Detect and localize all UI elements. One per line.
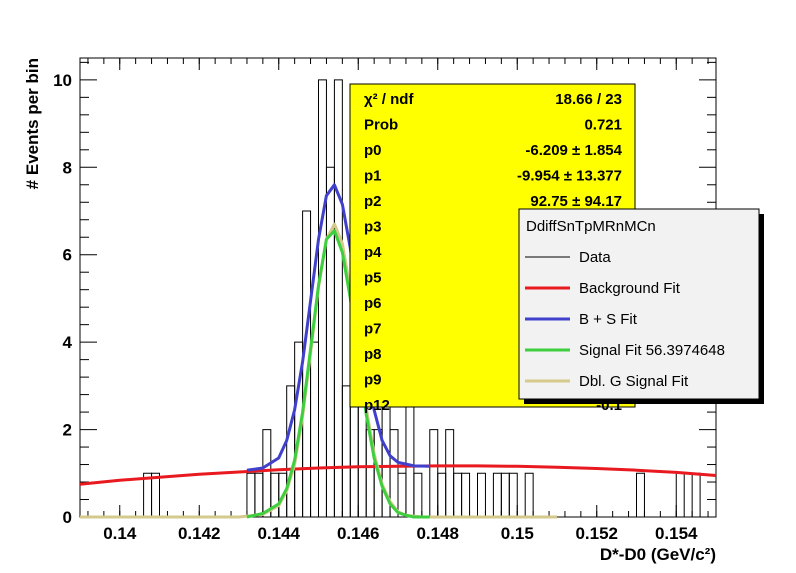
stats-row-label: χ² / ndf [364, 91, 414, 108]
stats-row-label: p6 [364, 295, 382, 312]
histogram-bin [461, 472, 471, 517]
y-tick-label: 0 [63, 508, 72, 527]
histogram-bin [333, 79, 343, 517]
fit-curves [79, 183, 717, 519]
histogram-bin [636, 472, 645, 517]
x-tick-label: 0.15 [501, 524, 534, 543]
y-tick-label: 2 [63, 421, 72, 440]
stats-row-label: p1 [364, 168, 382, 185]
stats-row-label: p8 [364, 346, 382, 363]
x-axis-title: D*-D0 (GeV/c²) [600, 545, 716, 564]
stats-row-label: p9 [364, 372, 382, 389]
stats-row-label: Prob [364, 117, 398, 134]
legend-entry-label: B + S Fit [579, 311, 638, 328]
stats-row-label: p3 [364, 219, 382, 236]
stats-row-value: -6.209 ± 1.854 [525, 142, 622, 159]
legend-entry-label: Signal Fit 56.3974648 [579, 342, 725, 359]
histogram-bin [151, 472, 160, 517]
fit-curve-b-s-fit [246, 183, 430, 472]
histogram-bin [477, 472, 486, 517]
stats-row-label: p0 [364, 142, 382, 159]
stats-row-label: p7 [364, 321, 382, 338]
legend-entry-label: Dbl. G Signal Fit [579, 373, 689, 390]
stats-row-value: -9.954 ± 13.377 [517, 168, 622, 185]
x-tick-label: 0.154 [655, 524, 698, 543]
x-tick-label: 0.144 [257, 524, 300, 543]
y-tick-label: 8 [63, 158, 72, 177]
stats-row-label: p5 [364, 270, 382, 287]
stats-row-label: p4 [364, 244, 382, 261]
legend-title: DdiffSnTpMRnMCn [526, 218, 656, 235]
fit-curve-signal-fit-56-3974648 [246, 229, 430, 519]
legend-background [518, 208, 760, 400]
fit-curve-background-fit [79, 464, 717, 486]
legend-entry-label: Background Fit [579, 280, 681, 297]
y-tick-label: 10 [53, 71, 72, 90]
x-tick-label: 0.14 [103, 524, 137, 543]
y-tick-label: 4 [63, 333, 73, 352]
histogram-bin [524, 472, 534, 517]
x-tick-label: 0.142 [178, 524, 221, 543]
tick-labels: 0.14 0.142 0.144 0.146 0.148 0.15 0.152 0.154 0 2… [53, 71, 698, 543]
stats-row-value: 0.721 [584, 117, 622, 134]
stats-row-value: 18.66 / 23 [555, 91, 622, 108]
legend-entry-label: Data [579, 249, 611, 266]
x-tick-label: 0.152 [575, 524, 618, 543]
legend: DdiffSnTpMRnMCn Data Background Fit B + S … [518, 208, 764, 404]
y-axis-title: # Events per bin [23, 58, 42, 189]
x-tick-label: 0.146 [337, 524, 380, 543]
stats-row-label: p2 [364, 193, 382, 210]
stats-row-label: p12 [364, 397, 390, 414]
histogram-bin [508, 472, 518, 517]
x-tick-label: 0.148 [416, 524, 459, 543]
y-tick-label: 6 [63, 246, 72, 265]
histogram-bin [413, 472, 423, 517]
stats-row-value: 92.75 ± 94.17 [530, 193, 622, 210]
